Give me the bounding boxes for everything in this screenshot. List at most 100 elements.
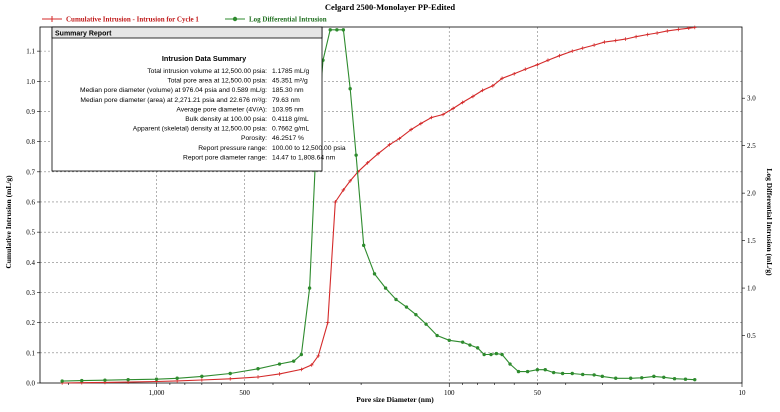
data-point-cumulative bbox=[546, 58, 550, 62]
data-point-log-differential bbox=[335, 28, 339, 32]
data-point-log-differential bbox=[475, 346, 480, 350]
data-point-log-differential bbox=[256, 367, 260, 371]
summary-row-value: 103.95 nm bbox=[272, 106, 304, 113]
summary-row-label: Report pressure range: bbox=[198, 145, 267, 152]
data-point-cumulative bbox=[451, 106, 455, 111]
y-right-tick-label: 1.5 bbox=[747, 237, 756, 245]
data-point-cumulative bbox=[333, 200, 338, 204]
x-tick-label: 50 bbox=[534, 389, 542, 397]
data-point-log-differential bbox=[200, 374, 204, 379]
data-point-cumulative bbox=[557, 53, 562, 58]
data-point-log-differential bbox=[581, 372, 585, 377]
data-point-cumulative bbox=[299, 367, 304, 372]
summary-frame bbox=[51, 26, 323, 172]
data-point-cumulative bbox=[309, 363, 314, 367]
data-point-log-differential bbox=[354, 153, 358, 157]
data-point-cumulative bbox=[256, 375, 260, 379]
data-point-log-differential bbox=[80, 378, 84, 383]
data-point-log-differential bbox=[291, 359, 296, 363]
summary-row-value: 45.351 m²/g bbox=[272, 78, 308, 85]
y-right-tick-label: 2.5 bbox=[747, 142, 756, 150]
data-point-log-differential bbox=[404, 305, 409, 309]
data-point-cumulative bbox=[429, 115, 434, 120]
chart-title: Celgard 2500-Monolayer PP-Edited bbox=[325, 2, 455, 12]
data-point-log-differential bbox=[500, 352, 504, 357]
summary-row-value: 79.63 nm bbox=[272, 97, 300, 104]
data-point-log-differential bbox=[560, 371, 565, 376]
y-left-tick-label: 1.1 bbox=[26, 48, 35, 56]
data-point-cumulative bbox=[592, 43, 596, 47]
data-point-cumulative bbox=[665, 29, 670, 33]
x-tick-label: 1,000 bbox=[149, 389, 165, 397]
x-tick-label: 100 bbox=[444, 389, 455, 397]
data-point-log-differential bbox=[640, 376, 644, 380]
data-point-log-differential bbox=[600, 374, 605, 379]
data-point-log-differential bbox=[307, 286, 312, 290]
summary-row-value: 1.1785 mL/g bbox=[272, 68, 309, 75]
summary-row-label: Total intrusion volume at 12,500.00 psia… bbox=[147, 68, 267, 75]
data-point-cumulative bbox=[686, 26, 691, 31]
data-point-log-differential bbox=[277, 362, 282, 366]
data-point-log-differential bbox=[628, 376, 633, 380]
data-point-cumulative bbox=[655, 31, 659, 35]
summary-row-value: 100.00 to 12,500.00 psia bbox=[272, 145, 346, 152]
summary-row-label: Report pore diameter range: bbox=[183, 154, 267, 161]
data-point-cumulative bbox=[387, 142, 392, 147]
summary-row-label: Apparent (skeletal) density at 12,500.00… bbox=[133, 126, 267, 133]
data-point-cumulative bbox=[676, 27, 681, 32]
data-point-cumulative bbox=[512, 71, 516, 76]
axes: 1,000 500 100 50 10 0.0 0.1 0.2 0.3 0.4 0.5 0.6 0.7 0… bbox=[26, 48, 756, 397]
y-right-tick-label: 0.5 bbox=[747, 332, 756, 340]
data-point-log-differential bbox=[175, 376, 179, 380]
legend: Cumulative Intrusion - Intrusion for Cyc… bbox=[42, 16, 327, 24]
data-point-cumulative bbox=[645, 32, 650, 37]
y-left-tick-label: 0.5 bbox=[26, 229, 35, 237]
data-point-cumulative bbox=[500, 76, 504, 81]
data-point-cumulative bbox=[341, 188, 346, 192]
data-point-cumulative bbox=[441, 112, 445, 117]
legend-item-log-differential[interactable]: Log Differential Intrusion bbox=[225, 16, 327, 24]
data-point-log-differential bbox=[535, 368, 540, 372]
legend-marker-cumulative bbox=[49, 16, 55, 22]
legend-item-cumulative[interactable]: Cumulative Intrusion - Intrusion for Cyc… bbox=[42, 16, 199, 24]
summary-report: Summary Report Intrusion Data Summary To… bbox=[51, 26, 346, 172]
data-point-cumulative bbox=[490, 84, 495, 88]
y-left-tick-label: 0.4 bbox=[26, 259, 35, 267]
plot-frame bbox=[39, 26, 743, 384]
legend-label-cumulative: Cumulative Intrusion - Intrusion for Cyc… bbox=[66, 16, 199, 24]
data-point-cumulative bbox=[692, 25, 697, 30]
summary-header: Summary Report bbox=[55, 31, 112, 38]
y-left-tick-label: 0.9 bbox=[26, 108, 35, 116]
data-point-cumulative bbox=[602, 40, 607, 44]
data-point-cumulative bbox=[523, 67, 528, 72]
data-point-log-differential bbox=[516, 369, 521, 374]
data-point-log-differential bbox=[551, 370, 556, 375]
data-point-log-differential bbox=[60, 379, 64, 383]
data-point-log-differential bbox=[683, 377, 688, 381]
data-point-cumulative bbox=[471, 94, 475, 99]
summary-header-bar bbox=[51, 26, 323, 39]
data-point-log-differential bbox=[341, 28, 346, 32]
summary-row-label: Median pore diameter (volume) at 976.04 … bbox=[80, 87, 267, 94]
data-point-cumulative bbox=[535, 62, 540, 67]
data-point-cumulative bbox=[397, 136, 402, 141]
data-point-log-differential bbox=[424, 322, 428, 326]
data-point-log-differential bbox=[489, 352, 493, 357]
data-point-cumulative bbox=[325, 320, 330, 325]
summary-row-value: 0.7662 g/mL bbox=[272, 126, 309, 133]
data-point-cumulative bbox=[376, 151, 380, 156]
summary-title: Intrusion Data Summary bbox=[162, 54, 247, 63]
summary-rows: Total intrusion volume at 12,500.00 psia… bbox=[80, 68, 346, 161]
data-point-log-differential bbox=[154, 377, 159, 381]
data-point-log-differential bbox=[614, 376, 618, 380]
data-point-log-differential bbox=[228, 371, 232, 376]
data-point-log-differential bbox=[447, 338, 451, 342]
series bbox=[60, 25, 697, 385]
data-point-log-differential bbox=[414, 312, 418, 317]
x-tick-label: 500 bbox=[239, 389, 250, 397]
y-right-tick-label: 2.0 bbox=[747, 190, 756, 198]
data-point-log-differential bbox=[508, 362, 512, 366]
data-point-log-differential bbox=[394, 297, 398, 302]
summary-row-value: 46.2517 % bbox=[272, 135, 304, 142]
